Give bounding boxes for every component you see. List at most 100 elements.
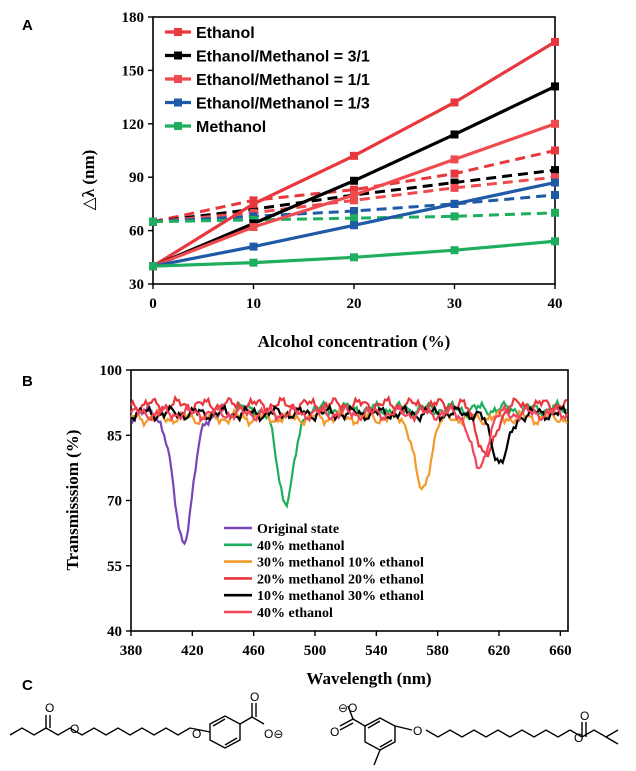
chart-b-ytick-label: 70	[107, 494, 122, 510]
chart-b-series-line	[130, 403, 569, 466]
chart-a-ytick-label: 180	[122, 10, 145, 26]
chart-b-series-line	[130, 407, 569, 491]
chart-b-legend-label: 40% ethanol	[257, 606, 333, 621]
chart-a-legend-swatch-marker	[174, 28, 182, 36]
chart-b-series-line	[129, 402, 226, 546]
chart-a-dashed-point	[551, 173, 559, 182]
chart-a-xlabel: Alcohol concentration (%)	[258, 332, 451, 351]
chart-a-dashed-point	[551, 208, 559, 217]
chart-a-solid-point	[249, 223, 258, 232]
right-molecule	[339, 705, 619, 766]
chart-b-legend-label: Original state	[257, 522, 339, 537]
chart-a-xtick-label: 0	[149, 296, 157, 312]
chart-a-solid-point	[249, 242, 258, 251]
chart-b-legend-label: 20% methanol 20% ethanol	[257, 572, 424, 587]
chart-a-solid-point	[350, 191, 358, 199]
chart-a-dashed-point	[149, 217, 157, 226]
chart-a-xtick-label: 40	[548, 296, 563, 312]
chart-b-ytick-label: 85	[107, 428, 122, 444]
chart-a-axes: 30 60 90 120 150 180 0 10 20 30 40	[122, 10, 563, 312]
chart-a-solid-point	[450, 98, 459, 107]
left-o-ether: O	[192, 727, 201, 741]
chart-a-xtick-label: 10	[246, 296, 261, 312]
chart-a-solid-point	[149, 262, 157, 271]
chart-a-dashed-point	[551, 166, 559, 175]
chart-a-solid-point	[551, 237, 559, 246]
chart-b-xtick-label: 580	[426, 643, 449, 659]
chart-b-xlabel: Wavelength (nm)	[306, 669, 431, 688]
chart-a-dashed-point	[350, 214, 358, 223]
chart-a-solid-point	[450, 155, 459, 164]
chart-a-xtick-label: 30	[447, 296, 462, 312]
panel-label-c: C	[22, 677, 33, 694]
right-o-carbonyl: O	[580, 709, 589, 723]
chart-b-legend: Original state 40% methanol 30% methanol 1…	[224, 522, 424, 621]
chart-b-xtick-label: 460	[242, 643, 265, 659]
left-o-ester: O	[70, 722, 79, 736]
chart-a-series-dashed-line	[152, 175, 556, 224]
chart-a-legend-label: Methanol	[196, 119, 266, 136]
panel-label-b: B	[22, 373, 33, 390]
chart-b-series-line	[130, 403, 569, 470]
chart-a-solid-point	[551, 178, 559, 187]
chart-a-ytick-label: 120	[122, 117, 145, 133]
chart-a-series-dashed-line	[152, 149, 556, 224]
chart-a-legend-swatch-marker	[174, 51, 182, 60]
chart-b-xtick-label: 420	[181, 643, 204, 659]
chart-a-legend-label: Ethanol/Methanol = 1/1	[196, 72, 370, 89]
chart-a-series-dashed-line	[152, 168, 556, 224]
right-o-carbonyl-acid: O	[330, 725, 339, 739]
chart-a-ytick-label: 60	[129, 224, 144, 240]
chart-a-solid-point	[450, 199, 459, 208]
left-o-minus: O⊖	[264, 727, 283, 741]
chart-a-dashed-point	[551, 191, 559, 199]
chart-a-solid-point	[350, 176, 358, 185]
left-o-carbonyl: O	[45, 701, 54, 715]
right-o-minus: ⊖O	[338, 701, 357, 715]
right-o-ether: O	[413, 724, 422, 738]
chart-a-solid-point	[249, 199, 258, 208]
chart-a-dashed-point	[350, 207, 358, 216]
chart-a-solid-point	[249, 258, 258, 267]
left-o-carboxyl: O	[250, 690, 259, 704]
chart-a-solid-point	[551, 82, 559, 91]
chart-b-ytick-label: 40	[107, 624, 122, 640]
chart-a-ytick-label: 30	[129, 277, 144, 293]
chart-a-solid-point	[450, 246, 459, 255]
chart-b-xtick-label: 660	[549, 643, 572, 659]
chart-b-xtick-label: 620	[488, 643, 511, 659]
chart-b-ytick-label: 55	[107, 559, 122, 575]
chart-a-solid-point	[350, 221, 358, 230]
chart-b: 40 55 70 85 100 380 420 460 500 540 580 620 660 Orig…	[63, 363, 572, 688]
chart-a-dashed-point	[450, 212, 459, 221]
chart-a-dashed-point	[450, 178, 459, 187]
chart-a-legend-swatch-marker	[174, 98, 182, 107]
chart-b-ylabel: Transmisssiom (%)	[63, 430, 82, 571]
chart-b-xtick-label: 380	[120, 643, 143, 659]
chart-a-dashed-point	[450, 169, 459, 178]
chart-a-ytick-label: 150	[122, 63, 145, 79]
chart-a-legend-label: Ethanol/Methanol = 1/3	[196, 96, 370, 113]
chart-a: 30 60 90 120 150 180 0 10 20 30 40 Ethanol Ethanol/…	[79, 10, 563, 351]
chart-a-ytick-label: 90	[129, 170, 144, 186]
chart-b-axes: 40 55 70 85 100 380 420 460 500 540 580 620 660	[100, 363, 572, 659]
chart-a-series	[149, 37, 559, 271]
left-molecule	[9, 703, 265, 749]
chart-b-xtick-label: 540	[365, 643, 388, 659]
right-o-ester: O	[574, 731, 583, 745]
chart-b-xtick-label: 500	[304, 643, 327, 659]
chart-a-legend-swatch-marker	[174, 122, 182, 130]
chart-a-dashed-point	[350, 196, 358, 205]
chart-b-legend-label: 40% methanol	[257, 539, 345, 554]
chart-a-solid-point	[450, 130, 459, 139]
chart-a-solid-point	[350, 151, 358, 160]
chart-a-ylabel: △λ (nm)	[79, 150, 98, 211]
chart-a-solid-point	[551, 119, 559, 128]
chart-a-dashed-point	[450, 183, 459, 192]
chart-a-legend-label: Ethanol	[196, 25, 255, 42]
chart-a-solid-point	[551, 37, 559, 46]
chart-b-legend-label: 30% methanol 10% ethanol	[257, 556, 424, 571]
chart-a-dashed-point	[551, 146, 559, 155]
chart-b-ytick-label: 100	[100, 363, 123, 379]
